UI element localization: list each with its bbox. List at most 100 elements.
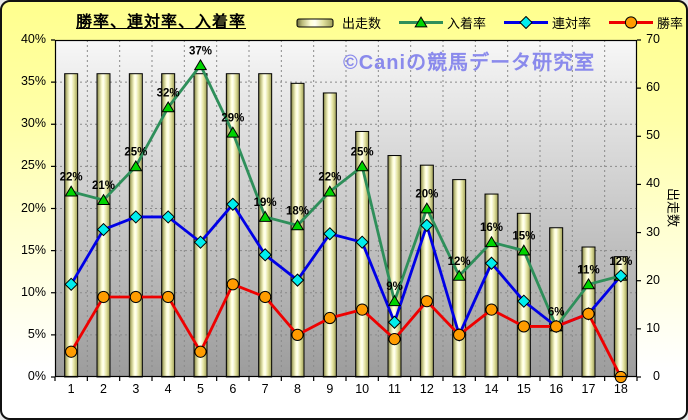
triangle-marker [290,218,305,231]
data-label: 11% [577,264,599,276]
circle-marker [129,290,142,304]
diamond-marker [161,210,175,224]
triangle-marker [64,185,78,197]
circle-marker [259,290,272,304]
y-axis-left-label: 20% [20,200,46,215]
data-label: 25% [351,146,374,158]
triangle-marker [161,101,175,113]
data-label: 29% [221,113,244,125]
y-axis-right-label: 50 [646,128,660,143]
circle-marker [323,311,336,325]
diamond-marker [484,256,499,270]
data-label: 15% [512,231,535,243]
diamond-marker [323,227,337,241]
circle-marker [453,328,466,341]
diamond-marker [193,235,208,249]
circle-marker [388,332,401,346]
circle-marker [194,345,207,358]
diamond-marker [129,210,143,224]
bar [128,73,143,378]
diamond-marker [517,294,531,308]
legend-item-win_rate: 勝率 [608,13,683,32]
legend-label: 出走数 [342,15,382,31]
diamond-marker [420,218,434,233]
triangle-marker [420,202,434,214]
x-axis-label: 1 [67,382,75,396]
legend-label: 勝率 [657,15,684,31]
legend-circle-icon [609,15,654,29]
y-axis-left-label: 35% [20,74,46,89]
legend-bar-swatch [296,18,334,27]
circle-marker [97,290,110,304]
diamond-marker [290,273,305,287]
y-axis-right-label: 20 [646,272,660,287]
x-axis-label: 15 [516,382,531,396]
data-label: 37% [189,45,212,57]
x-axis-label: 7 [261,382,269,396]
bar [549,227,564,378]
legend-diamond-icon [504,15,549,29]
x-axis-label: 18 [613,382,628,396]
circle-marker [356,303,369,316]
diamond-marker [258,248,272,262]
y-axis-right-label: 70 [646,32,660,46]
bar [193,73,208,378]
x-axis-label: 12 [419,382,434,396]
data-label: 6% [548,306,565,318]
legend-item-starts: 出走数 [293,13,381,32]
triangle-marker [484,235,499,248]
x-axis-label: 14 [484,382,499,396]
x-axis-label: 9 [326,382,334,396]
x-axis-label: 17 [581,382,596,396]
legend: 出走数 入着率 連対率 勝率 [293,12,683,32]
data-label: 25% [124,146,147,158]
x-axis-label: 5 [197,382,204,396]
triangle-marker [226,126,240,138]
y-axis-left-label: 40% [20,32,46,46]
y-axis-left-label: 0% [27,369,46,383]
y-axis-right-title: 出走数 [665,187,681,227]
circle-marker [485,303,498,316]
circle-marker [65,345,78,358]
legend-item-show_rate: 入着率 [398,13,486,32]
diamond-marker [614,269,628,283]
y-axis-right-label: 30 [646,224,660,239]
line-show_rate [69,63,623,328]
diamond-marker [96,222,111,237]
data-label: 22% [318,172,341,184]
triangle-marker [452,269,466,281]
x-axis-label: 13 [452,382,467,396]
triangle-marker [129,159,143,172]
circle-marker [226,278,239,291]
data-label: 12% [609,256,632,268]
legend-triangle-icon [399,15,444,27]
bar [64,73,79,378]
triangle-marker [193,58,208,71]
data-label: 9% [386,281,403,293]
data-label: 18% [286,205,309,217]
circle-marker [420,295,433,308]
legend-label: 連対率 [552,15,592,31]
circle-marker [624,15,638,29]
data-label: 19% [254,197,277,209]
data-label: 21% [92,180,115,192]
y-axis-left-label: 10% [20,284,46,299]
data-label: 32% [157,87,180,99]
circle-marker [517,320,530,333]
y-axis-right-label: 60 [646,80,660,95]
legend-bar-icon [296,18,334,27]
triangle-marker [258,210,272,222]
x-axis-label: 2 [100,382,107,396]
x-axis-label: 16 [549,382,564,396]
bar [161,73,176,378]
triangle-marker [581,277,596,290]
x-axis-label: 10 [355,382,370,396]
diamond-marker [64,277,78,292]
chart-title: 勝率、連対率、入着率 [76,14,247,31]
y-axis-right-label: 40 [646,176,660,191]
circle-marker [291,328,304,341]
triangle-marker [355,159,369,172]
triangle-marker [517,244,531,256]
legend-item-place_rate: 連対率 [503,13,591,32]
